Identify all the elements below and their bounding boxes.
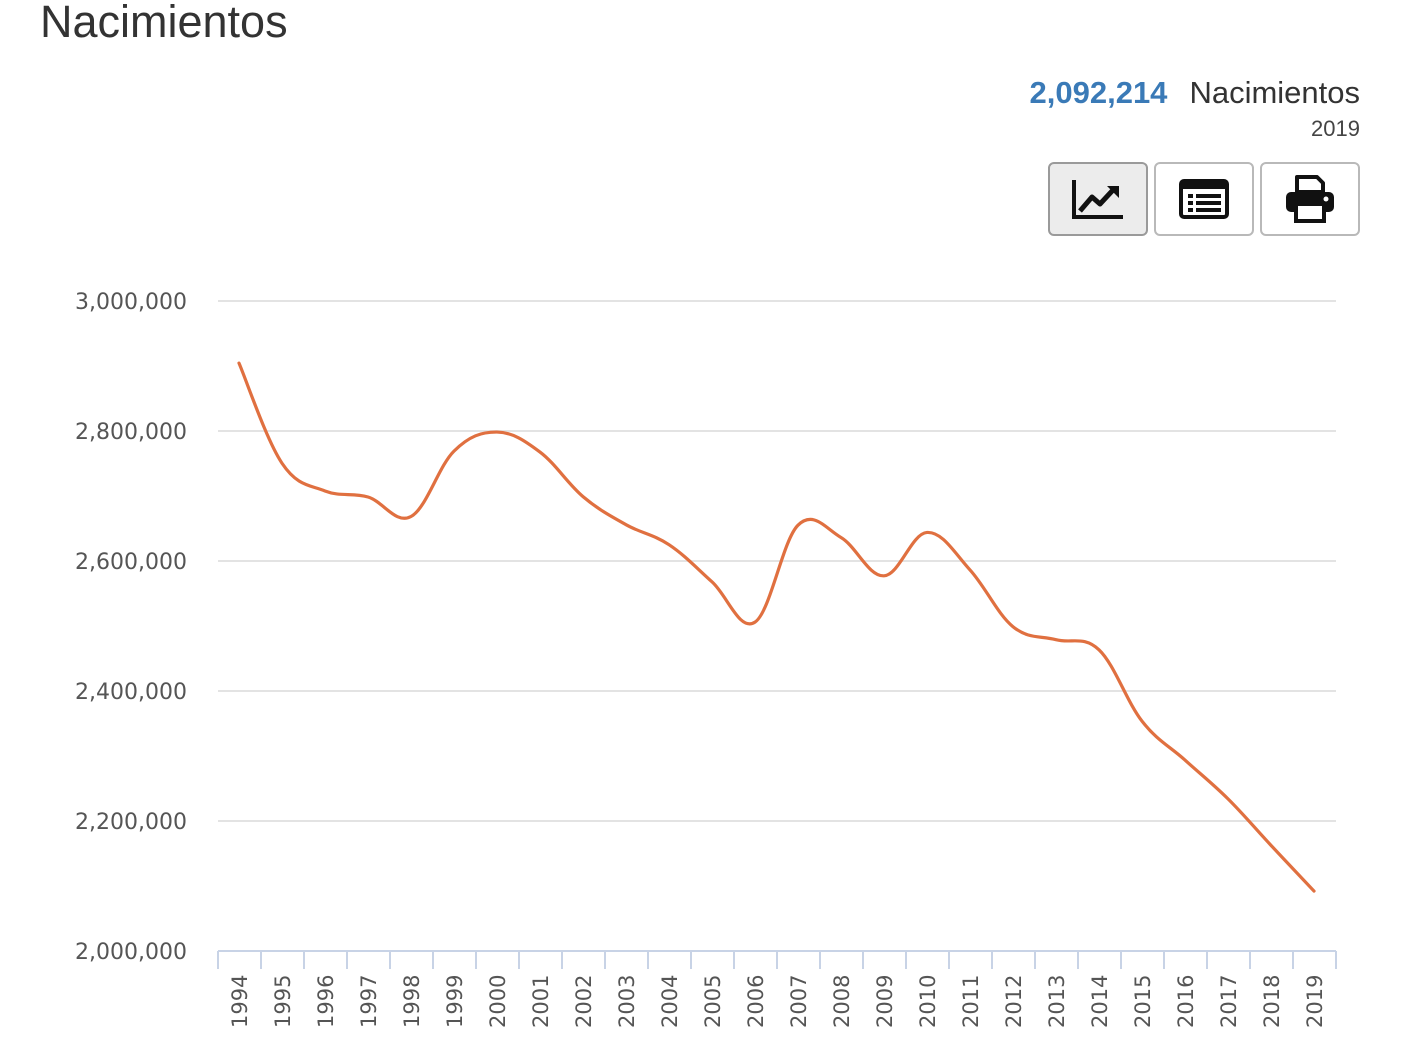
- x-tick-label: 2015: [1131, 975, 1155, 1028]
- data-point[interactable]: [705, 575, 719, 589]
- data-point[interactable]: [1049, 633, 1063, 647]
- x-tick-label: 2008: [830, 975, 854, 1028]
- x-tick-label: 2018: [1260, 975, 1284, 1028]
- x-tick-label: 1997: [357, 975, 381, 1028]
- y-tick-label: 2,800,000: [75, 420, 187, 445]
- line-chart-icon: [1072, 180, 1123, 219]
- data-point[interactable]: [1264, 838, 1278, 852]
- series-line: [237, 361, 1316, 893]
- data-point[interactable]: [490, 425, 504, 439]
- data-point[interactable]: [963, 563, 977, 577]
- table-list-icon: [1179, 179, 1229, 219]
- printer-icon: [1286, 175, 1334, 223]
- x-axis: 1994 1995 1996 1997 1998 1999 2000 2001 2002 2003…: [217, 950, 1337, 1028]
- x-tick-label: 1999: [443, 975, 467, 1028]
- data-point[interactable]: [447, 444, 461, 458]
- x-tick-label: 2017: [1217, 975, 1241, 1028]
- data-point[interactable]: [662, 538, 676, 552]
- x-tick-label: 2010: [916, 975, 940, 1028]
- data-point[interactable]: [619, 518, 633, 532]
- data-point[interactable]: [1307, 884, 1321, 898]
- data-point[interactable]: [318, 484, 332, 498]
- x-tick-label: 2002: [572, 975, 596, 1028]
- chart-view-button[interactable]: [1048, 162, 1148, 236]
- data-point[interactable]: [834, 531, 848, 545]
- data-point[interactable]: [275, 456, 289, 470]
- series-layer: [232, 356, 1321, 898]
- x-tick-label: 2006: [744, 975, 768, 1028]
- y-tick-label: 2,000,000: [75, 940, 187, 965]
- data-point[interactable]: [361, 490, 375, 504]
- x-tick-label: 2019: [1303, 975, 1327, 1028]
- x-tick-label: 2012: [1002, 975, 1026, 1028]
- x-tick-label: 2011: [959, 975, 983, 1028]
- summary-row: 2,092,214 Nacimientos: [1030, 74, 1360, 112]
- x-tick-label: 2007: [787, 975, 811, 1028]
- x-tick-label: 1995: [271, 975, 295, 1028]
- x-tick-label: 2003: [615, 975, 639, 1028]
- data-point[interactable]: [1135, 714, 1149, 728]
- latest-value-summary: 2,092,214 Nacimientos 2019: [1030, 74, 1360, 142]
- summary-value: 2,092,214: [1029, 75, 1168, 110]
- view-toolbar: [1048, 162, 1360, 236]
- data-point[interactable]: [920, 525, 934, 539]
- x-tick-label: 1998: [400, 975, 424, 1028]
- data-point[interactable]: [1178, 753, 1192, 767]
- data-point[interactable]: [791, 518, 805, 532]
- data-point[interactable]: [748, 615, 762, 629]
- x-tick-label: 2005: [701, 975, 725, 1028]
- data-point[interactable]: [877, 569, 891, 583]
- print-button[interactable]: [1260, 162, 1360, 236]
- page-title: Nacimientos: [40, 0, 288, 47]
- x-tick-label: 2014: [1088, 975, 1112, 1028]
- data-point[interactable]: [1221, 792, 1235, 806]
- x-tick-label: 2013: [1045, 975, 1069, 1028]
- x-tick-label: 2009: [873, 975, 897, 1028]
- data-point[interactable]: [576, 490, 590, 504]
- data-point[interactable]: [1092, 643, 1106, 657]
- x-tick-label: 2001: [529, 975, 553, 1028]
- y-tick-label: 2,200,000: [75, 810, 187, 835]
- data-point[interactable]: [533, 445, 547, 459]
- x-tick-label: 1994: [228, 975, 252, 1028]
- data-point[interactable]: [232, 356, 246, 370]
- data-point[interactable]: [404, 510, 418, 524]
- table-view-button[interactable]: [1154, 162, 1254, 236]
- summary-unit: Nacimientos: [1189, 75, 1360, 110]
- y-tick-label: 3,000,000: [75, 290, 187, 315]
- x-tick-label: 2000: [486, 975, 510, 1028]
- x-tick-label: 1996: [314, 975, 338, 1028]
- grid-layer: 2,000,000 2,200,000 2,400,000 2,600,000 2,80…: [75, 290, 1336, 965]
- y-tick-label: 2,600,000: [75, 550, 187, 575]
- summary-year: 2019: [1311, 116, 1360, 141]
- x-tick-label: 2004: [658, 975, 682, 1028]
- data-point[interactable]: [1006, 620, 1020, 634]
- y-tick-label: 2,400,000: [75, 680, 187, 705]
- x-tick-label: 2016: [1174, 975, 1198, 1028]
